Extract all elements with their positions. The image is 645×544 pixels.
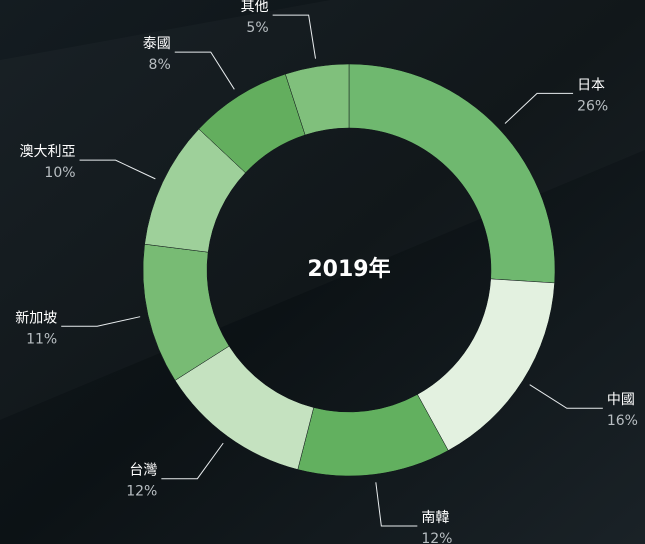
leader-line bbox=[79, 159, 156, 180]
leader-line bbox=[174, 51, 235, 90]
leader-line bbox=[529, 384, 603, 409]
label-percent: 16% bbox=[607, 413, 638, 429]
leader-line bbox=[161, 442, 224, 480]
label-name: 澳大利亞 bbox=[20, 144, 76, 160]
label-name: 新加坡 bbox=[15, 310, 57, 326]
label-name: 中國 bbox=[607, 392, 635, 408]
label-percent: 8% bbox=[149, 57, 171, 73]
label-name: 日本 bbox=[577, 77, 605, 93]
label-percent: 26% bbox=[577, 98, 608, 114]
center-title: 2019年 bbox=[307, 256, 390, 282]
label-name: 南韓 bbox=[421, 510, 449, 526]
leader-line bbox=[272, 14, 317, 59]
donut bbox=[142, 63, 556, 477]
donut-slice bbox=[285, 63, 350, 136]
label-percent: 10% bbox=[44, 165, 75, 181]
leader-line bbox=[61, 316, 141, 327]
label-percent: 11% bbox=[26, 331, 57, 347]
label-name: 泰國 bbox=[143, 36, 171, 52]
label-percent: 12% bbox=[126, 484, 157, 500]
leader-line bbox=[375, 482, 418, 527]
label-percent: 5% bbox=[246, 20, 268, 36]
label-name: 其他 bbox=[241, 0, 269, 15]
label-name: 台灣 bbox=[129, 463, 157, 479]
label-percent: 12% bbox=[421, 531, 452, 544]
donut-slice bbox=[348, 63, 556, 284]
leader-line bbox=[504, 92, 574, 124]
